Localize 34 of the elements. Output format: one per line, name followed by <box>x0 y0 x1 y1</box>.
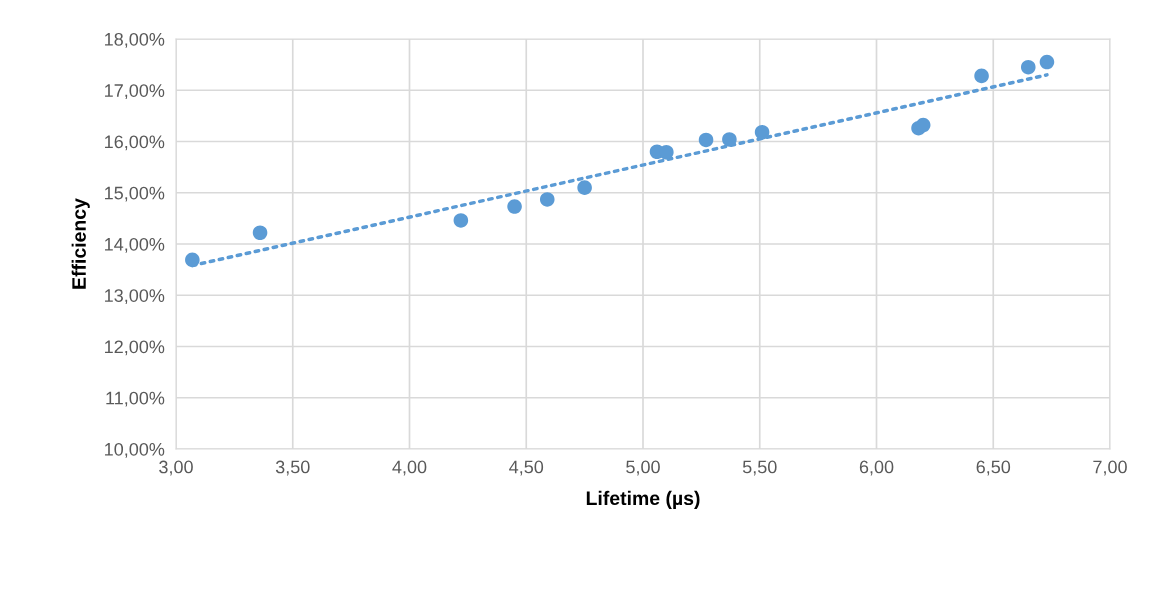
y-tick-label: 11,00% <box>106 391 165 407</box>
x-tick-label: 6,00 <box>859 460 894 476</box>
y-tick-label: 13,00% <box>105 289 165 305</box>
x-tick-label: 7,00 <box>1093 460 1127 476</box>
point <box>659 144 674 160</box>
point <box>453 213 469 228</box>
x-tick-label: 3,00 <box>159 460 193 476</box>
x-tick-label: 4,00 <box>392 460 427 476</box>
point <box>722 132 737 147</box>
point <box>1039 54 1055 70</box>
point <box>698 132 714 148</box>
point <box>252 225 268 241</box>
x-tick-label: 6,50 <box>976 460 1011 476</box>
point <box>974 68 989 84</box>
y-tick-label: 12,00% <box>105 340 165 356</box>
point <box>915 117 931 133</box>
y-tick-label: 16,00% <box>105 135 165 151</box>
point <box>539 192 555 207</box>
y-tick-label: 18,00% <box>105 32 165 48</box>
x-tick-label: 4,50 <box>509 460 544 476</box>
x-tick-label: 5,50 <box>742 460 777 476</box>
y-tick-label: 10,00% <box>105 442 165 458</box>
x-tick-label: 5,00 <box>626 460 660 476</box>
y-axis-title: Efficiency <box>71 198 90 289</box>
point <box>754 124 770 140</box>
x-axis-title: Lifetime (µs) <box>586 490 700 509</box>
point <box>185 252 200 268</box>
y-tick-label: 17,00% <box>105 84 165 100</box>
point <box>507 199 522 214</box>
point <box>1020 59 1036 75</box>
point <box>577 180 592 195</box>
y-tick-label: 14,00% <box>105 237 165 253</box>
x-tick-label: 3,50 <box>275 460 310 476</box>
y-tick-label: 15,00% <box>105 186 165 202</box>
